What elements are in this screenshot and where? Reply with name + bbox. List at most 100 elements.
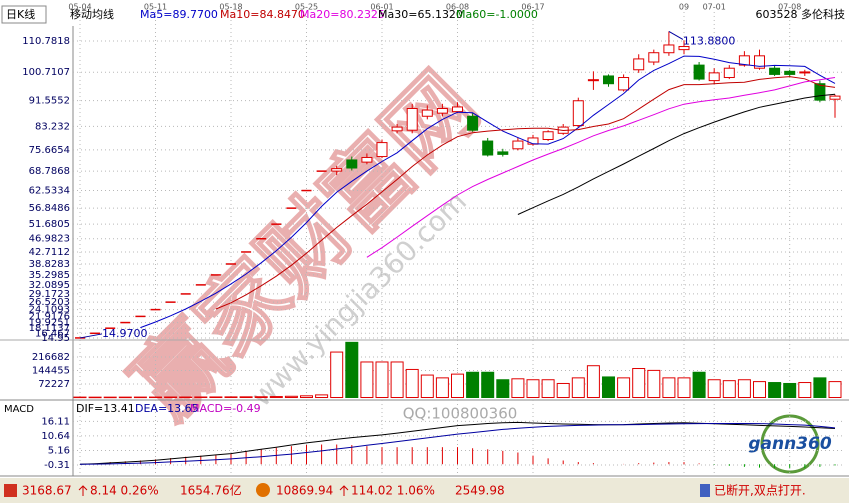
- connection[interactable]: 已断开,双点打开.: [714, 483, 806, 498]
- volume-bar: [677, 377, 691, 398]
- y-tick-label: 29.1723: [29, 289, 70, 300]
- y-tick-label: 75.6654: [29, 145, 70, 156]
- low-pointer: [79, 333, 103, 339]
- volume-bar: [420, 374, 434, 398]
- x-tick-label: 05-04: [68, 3, 91, 12]
- candle-body: [497, 151, 509, 155]
- sh-amount: 1654.76亿: [180, 483, 242, 498]
- candle-body: [618, 77, 630, 91]
- volume-bar: [571, 377, 585, 398]
- candle-body: [527, 137, 539, 145]
- y-tick-label: 10.64: [41, 431, 70, 442]
- sz-change: 114.02 1.06%: [351, 484, 435, 498]
- sz-index: 10869.94: [276, 484, 333, 498]
- ma-line: [215, 76, 836, 310]
- volume-bar: [239, 396, 253, 399]
- candle-body: [799, 71, 811, 74]
- legend-entry: MACD=-0.49: [190, 402, 261, 415]
- candle-body: [436, 108, 448, 114]
- volume-bar: [586, 365, 600, 398]
- x-tick-label: 06-01: [370, 3, 393, 12]
- candle-body: [738, 55, 750, 66]
- ma-line: [517, 93, 836, 215]
- volume-bar: [556, 382, 570, 399]
- ma-line: [140, 55, 836, 329]
- volume-bar: [496, 379, 510, 398]
- ma-line: [366, 77, 836, 258]
- volume-bar: [617, 377, 631, 398]
- volume-bar: [451, 373, 464, 398]
- volume-bar: [405, 368, 419, 399]
- candle-body: [542, 131, 554, 140]
- candle-body: [648, 52, 660, 63]
- candle-body: [346, 159, 358, 169]
- y-tick-label: 51.6805: [29, 219, 70, 230]
- y-tick-label: 100.7107: [22, 67, 70, 78]
- volume-bar: [345, 341, 359, 398]
- low-label: 14.9700: [102, 327, 148, 340]
- volume-bar: [632, 368, 646, 399]
- x-tick-label: 07-08: [778, 3, 801, 12]
- y-tick-label: 46.9823: [29, 234, 70, 245]
- volume-bar: [284, 395, 298, 398]
- y-tick-label: 216682: [32, 352, 70, 363]
- volume-bar: [662, 377, 676, 398]
- y-tick-label: 110.7818: [22, 36, 70, 47]
- volume-bar: [88, 396, 102, 399]
- candle-body: [587, 79, 599, 82]
- candle-body: [361, 156, 373, 163]
- volume-bar: [133, 396, 147, 399]
- candle-body: [708, 72, 720, 82]
- indicator: 移动均线: [70, 7, 114, 21]
- sz-amount: 2549.98: [455, 484, 505, 498]
- volume-bar: [269, 396, 283, 399]
- volume-bar: [707, 379, 721, 398]
- high-pointer: [668, 30, 684, 40]
- period: 日K线: [6, 7, 35, 21]
- volume-bar: [466, 371, 480, 399]
- legend-entry: Ma30=65.1320: [378, 8, 463, 21]
- volume-bar: [254, 396, 268, 399]
- x-tick-label: 05-18: [219, 3, 242, 12]
- candle-body: [829, 95, 841, 100]
- candle-body: [723, 67, 735, 79]
- icon: [4, 484, 17, 497]
- volume-bar: [798, 382, 812, 399]
- legend-entry: Ma5=89.7700: [140, 8, 218, 21]
- y-tick-label: 38.8283: [29, 259, 70, 270]
- volume-bar: [73, 396, 87, 399]
- candle-body: [678, 46, 690, 51]
- candle-body: [784, 70, 796, 75]
- sh-index: 3168.67: [22, 484, 72, 498]
- volume-bar: [481, 371, 495, 399]
- volume-bar: [602, 376, 615, 398]
- candle-body: [331, 168, 343, 172]
- volume-bar: [330, 351, 344, 398]
- candle-body: [406, 108, 418, 131]
- volume-bar: [526, 379, 540, 398]
- volume-bar: [768, 382, 782, 399]
- volume-bar: [647, 369, 661, 399]
- volume-bar: [149, 396, 162, 399]
- candle-body: [391, 126, 403, 132]
- candle-body: [467, 115, 479, 131]
- candle-body: [512, 140, 524, 150]
- volume-bar: [300, 395, 313, 398]
- volume-bar: [435, 377, 449, 398]
- y-tick-label: 24.1093: [29, 305, 70, 316]
- dea-line: [79, 423, 836, 465]
- candle-body: [421, 109, 433, 117]
- x-tick-label: 06-17: [521, 3, 544, 12]
- candle-body: [572, 100, 584, 127]
- volume-bar: [103, 396, 117, 399]
- y-tick-label: 83.232: [35, 121, 70, 132]
- volume-bar: [375, 361, 389, 398]
- volume-bar: [179, 396, 193, 399]
- y-tick-label: 5.16: [48, 445, 70, 456]
- y-tick-label: 91.5552: [29, 96, 70, 107]
- volume-bar: [541, 379, 555, 398]
- high-label: 113.8800: [683, 34, 736, 47]
- volume-bar: [692, 371, 706, 399]
- volume-bar: [315, 394, 329, 398]
- y-tick-label: -0.31: [44, 460, 70, 471]
